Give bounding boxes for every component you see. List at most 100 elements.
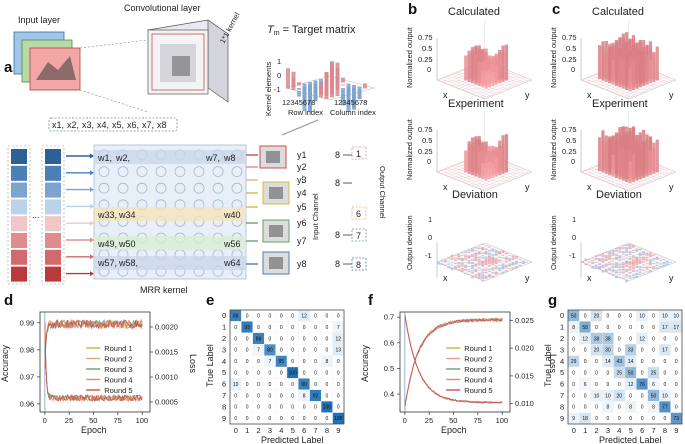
heatmap-cell-value: 0 bbox=[584, 314, 587, 320]
surface-bar bbox=[618, 89, 622, 90]
surface-bar bbox=[484, 72, 488, 89]
surface-bar bbox=[470, 262, 474, 265]
surface-bar bbox=[501, 84, 505, 85]
surface-bar bbox=[501, 250, 505, 254]
svg-text:0.75: 0.75 bbox=[562, 125, 577, 134]
y-tick-label: 0.5 bbox=[384, 364, 394, 373]
surface-bar bbox=[498, 180, 502, 181]
surface-bar bbox=[601, 180, 605, 181]
x-tick-label: 50 bbox=[89, 416, 97, 425]
surface-bar bbox=[474, 92, 478, 93]
surface-bar bbox=[498, 88, 502, 89]
surface-bar bbox=[470, 90, 475, 92]
target-matrix-bar bbox=[335, 86, 340, 93]
heatmap-cell-value: 0 bbox=[314, 314, 317, 320]
input-vector-box bbox=[48, 117, 178, 132]
surface-bar bbox=[604, 89, 608, 90]
x-tick-label: 100 bbox=[496, 416, 509, 425]
surface-bar bbox=[477, 251, 481, 254]
y-tick-label: 0.97 bbox=[20, 372, 35, 381]
surface-bar bbox=[618, 92, 622, 93]
surface-bar bbox=[484, 256, 488, 259]
surface-bar bbox=[515, 176, 519, 177]
surface-bar bbox=[474, 94, 478, 96]
channel-in: 8 bbox=[335, 259, 340, 269]
svg-text:0.25: 0.25 bbox=[562, 55, 577, 64]
surface-bar bbox=[611, 178, 615, 180]
surface-bar bbox=[584, 173, 588, 174]
surface-bar bbox=[611, 60, 615, 85]
surface-bar bbox=[648, 262, 652, 266]
heatmap-cell-value: 0 bbox=[257, 382, 260, 388]
weight-w49: w49, bbox=[97, 239, 117, 249]
surface-bar bbox=[628, 188, 632, 189]
heatmap-cell-value: 0 bbox=[234, 336, 237, 342]
vdots: ⋮ bbox=[298, 174, 307, 184]
mrr-ring bbox=[212, 182, 224, 194]
input-column-left bbox=[11, 149, 27, 282]
heatmap-cell-value: 0 bbox=[629, 336, 632, 342]
heatmap-cell-value: 0 bbox=[234, 393, 237, 399]
surface-bar bbox=[443, 77, 447, 78]
weight-labels: w1, w2, w7, w8 w33, w34 w40 w49, w50 w56… bbox=[97, 153, 241, 268]
surface-bar bbox=[611, 263, 615, 266]
svg-text:0: 0 bbox=[427, 157, 431, 166]
surface-bar bbox=[470, 267, 474, 270]
surface-bar bbox=[597, 266, 601, 270]
surface-bar bbox=[453, 165, 458, 166]
surface-bar bbox=[652, 84, 656, 85]
surface-bar bbox=[447, 266, 451, 269]
surface-bar bbox=[521, 262, 525, 264]
surface-bar bbox=[494, 266, 498, 270]
x-item: x2, bbox=[67, 120, 79, 130]
surface-bar bbox=[655, 264, 659, 267]
surface-bar bbox=[594, 77, 598, 78]
b-title-deviation: Deviation bbox=[452, 189, 498, 201]
surface-bar bbox=[467, 249, 471, 251]
surface-bar bbox=[447, 75, 451, 77]
legend-entry: Round 5 bbox=[104, 386, 132, 395]
surface-bar bbox=[631, 255, 635, 257]
surface-bar bbox=[460, 165, 464, 166]
surface-bar bbox=[597, 257, 601, 260]
surface-bar bbox=[460, 176, 464, 177]
surface-bar bbox=[618, 184, 622, 185]
surface-bar bbox=[457, 255, 461, 258]
surface-bar bbox=[597, 258, 601, 262]
surface-bar bbox=[460, 162, 464, 163]
surface-bar bbox=[614, 180, 619, 181]
surface-bar bbox=[608, 251, 612, 254]
surface-bar bbox=[487, 252, 491, 255]
surface-bar bbox=[614, 253, 618, 256]
surface-bar bbox=[460, 81, 464, 82]
surface-bar bbox=[648, 254, 652, 258]
y-label: y7 bbox=[297, 236, 307, 246]
surface-bar bbox=[628, 161, 632, 184]
surface-bar bbox=[621, 264, 625, 266]
surface-bar bbox=[625, 247, 629, 250]
surface-bar bbox=[508, 255, 512, 256]
svg-text:0.25: 0.25 bbox=[418, 147, 433, 156]
heatmap-cell-value: 8 bbox=[572, 325, 575, 331]
heatmap-cell-value: 0 bbox=[246, 348, 249, 354]
y-label: y1 bbox=[297, 150, 307, 160]
c-zlabel-1: Normalized output bbox=[549, 26, 558, 88]
surface-bar bbox=[481, 189, 485, 191]
weight-w34: w34 bbox=[118, 210, 136, 220]
heatmap-y-tick: 5 bbox=[560, 368, 564, 377]
target-matrix-bar bbox=[352, 91, 356, 110]
surface-bar bbox=[474, 249, 478, 251]
mrr-ring bbox=[155, 182, 167, 194]
heatmap-cell-value: 12 bbox=[336, 336, 342, 342]
surface-bar bbox=[443, 82, 447, 84]
surface-bar bbox=[642, 90, 646, 92]
surface-bar bbox=[591, 173, 595, 174]
svg-text:0.5: 0.5 bbox=[422, 136, 432, 145]
surface-bar bbox=[601, 270, 605, 273]
heatmap-cell-value: 0 bbox=[652, 325, 655, 331]
surface-bar bbox=[464, 88, 468, 89]
surface-bar bbox=[597, 86, 602, 88]
surface-bar bbox=[584, 81, 588, 82]
surface-bar bbox=[635, 248, 639, 250]
surface-bar bbox=[460, 255, 464, 256]
